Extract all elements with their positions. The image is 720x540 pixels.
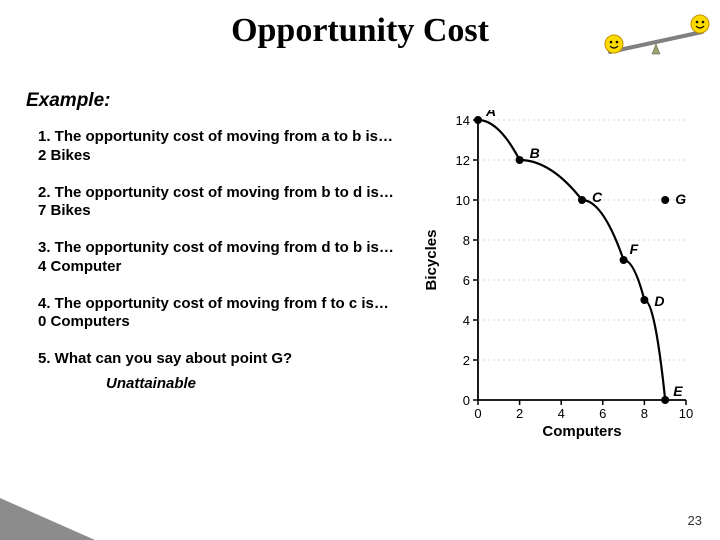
svg-text:C: C [592,189,603,205]
q1-prompt: 1. The opportunity cost of moving from a… [38,128,393,145]
svg-text:F: F [630,241,639,257]
svg-text:10: 10 [456,193,470,208]
q3-prompt: 3. The opportunity cost of moving from d… [38,239,394,256]
svg-text:4: 4 [463,313,470,328]
svg-text:B: B [530,145,540,161]
q1-answer: 2 Bikes [38,147,91,164]
svg-text:0: 0 [463,393,470,408]
q2-answer: 7 Bikes [38,202,91,219]
svg-text:2: 2 [463,353,470,368]
questions-block: 1. The opportunity cost of moving from a… [38,128,398,412]
q4-prompt: 4. The opportunity cost of moving from f… [38,295,389,312]
svg-text:8: 8 [641,406,648,421]
svg-text:2: 2 [516,406,523,421]
q5-answer: Unattainable [106,375,398,394]
svg-text:D: D [654,293,664,309]
svg-text:4: 4 [558,406,565,421]
page-number: 23 [688,513,702,528]
example-label: Example: [26,90,110,112]
svg-text:Bicycles: Bicycles [423,230,440,291]
question-4: 4. The opportunity cost of moving from f… [38,295,398,333]
q4-answer: 0 Computers [38,313,130,330]
question-5: 5. What can you say about point G? Unatt… [38,350,398,394]
svg-text:6: 6 [599,406,606,421]
svg-text:G: G [675,191,686,207]
svg-text:8: 8 [463,233,470,248]
question-2: 2. The opportunity cost of moving from b… [38,184,398,222]
question-3: 3. The opportunity cost of moving from d… [38,239,398,277]
svg-text:E: E [673,383,683,399]
svg-text:10: 10 [679,406,693,421]
svg-text:14: 14 [456,113,470,128]
svg-text:Computers: Computers [542,423,621,440]
ppf-chart: 0 2 4 6 8 10 12 14 0 2 4 6 8 10 Computers Bicycles A B C F D… [416,110,706,440]
q2-prompt: 2. The opportunity cost of moving from b… [38,184,394,201]
svg-text:A: A [485,110,496,119]
seesaw-icon [600,14,712,67]
svg-text:12: 12 [456,153,470,168]
q5-prompt: 5. What can you say about point G? [38,350,398,369]
svg-text:0: 0 [474,406,481,421]
question-1: 1. The opportunity cost of moving from a… [38,128,398,166]
svg-text:6: 6 [463,273,470,288]
q3-answer: 4 Computer [38,258,121,275]
corner-wedge-icon [0,498,95,540]
